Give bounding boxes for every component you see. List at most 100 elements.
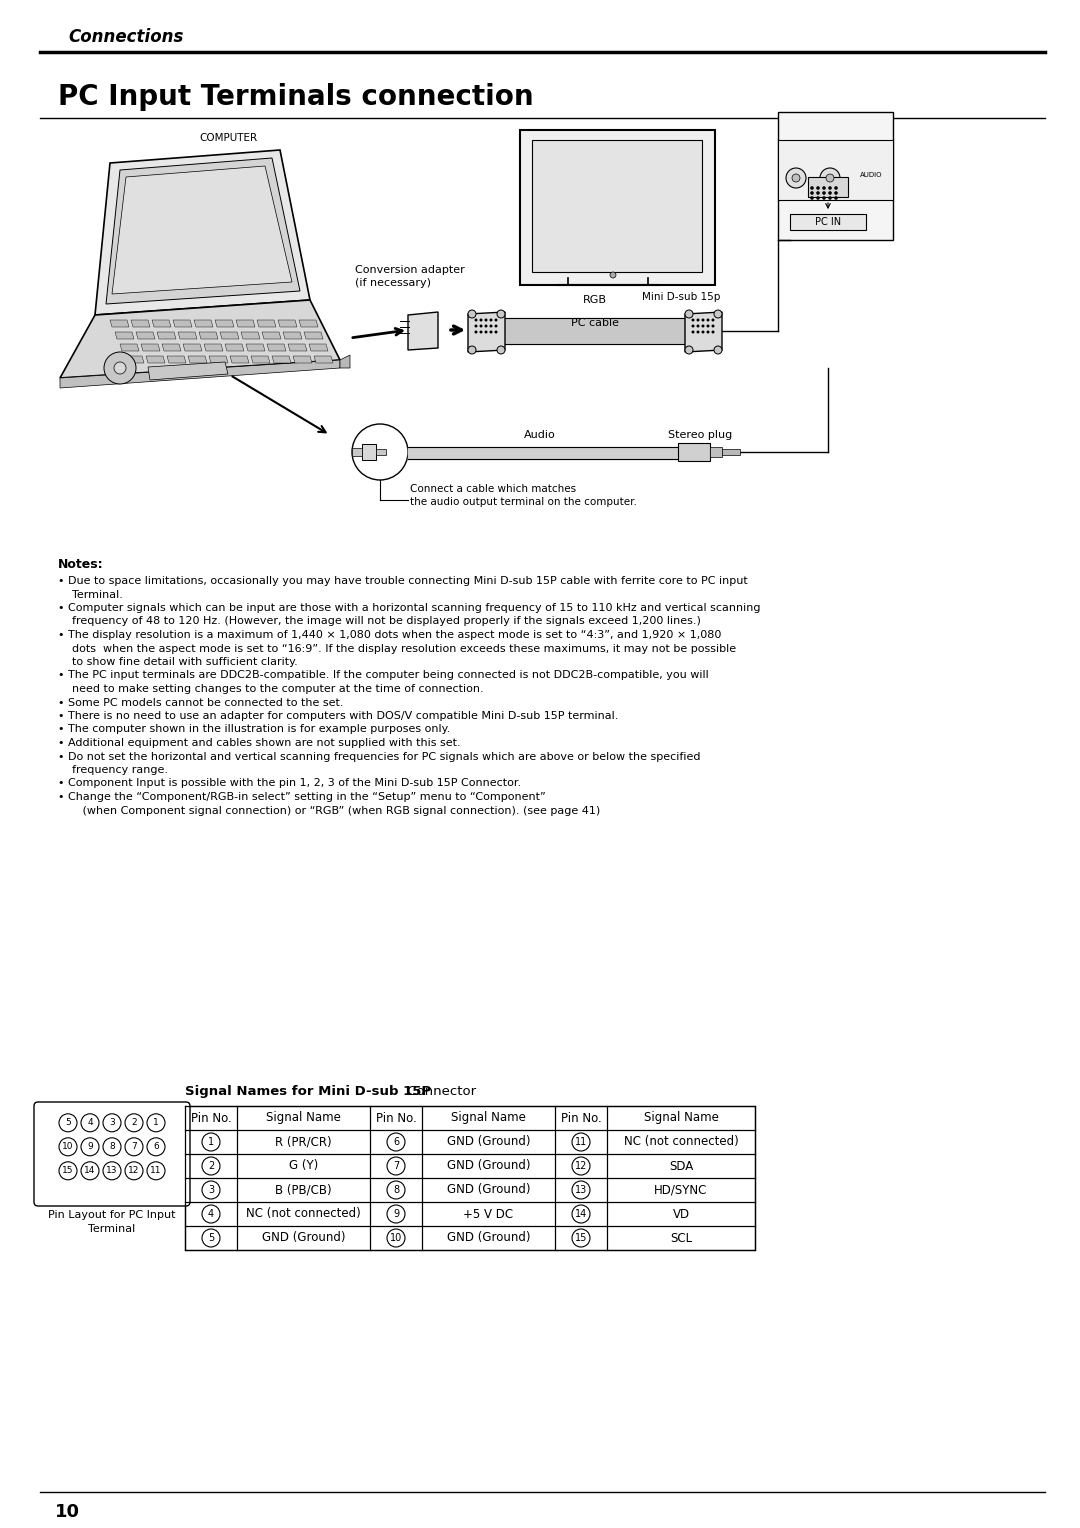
Polygon shape xyxy=(288,344,307,351)
Circle shape xyxy=(202,1181,220,1199)
Circle shape xyxy=(706,318,710,321)
Text: SCL: SCL xyxy=(670,1232,692,1244)
Bar xyxy=(519,130,715,286)
Polygon shape xyxy=(112,167,292,293)
Circle shape xyxy=(810,186,814,189)
Text: R (PR/CR): R (PR/CR) xyxy=(275,1135,332,1149)
Polygon shape xyxy=(267,344,286,351)
Text: 7: 7 xyxy=(131,1143,137,1151)
Circle shape xyxy=(572,1181,590,1199)
Circle shape xyxy=(610,272,616,278)
Circle shape xyxy=(712,318,715,321)
Text: NC (not connected): NC (not connected) xyxy=(246,1207,361,1221)
Circle shape xyxy=(697,330,700,333)
Circle shape xyxy=(59,1138,77,1155)
Text: frequency range.: frequency range. xyxy=(72,766,168,775)
Text: • Do not set the horizontal and vertical scanning frequencies for PC signals whi: • Do not set the horizontal and vertical… xyxy=(58,752,701,761)
Text: Terminal: Terminal xyxy=(89,1224,136,1235)
Text: frequency of 48 to 120 Hz. (However, the image will not be displayed properly if: frequency of 48 to 120 Hz. (However, the… xyxy=(72,616,701,626)
Circle shape xyxy=(125,1114,143,1132)
Polygon shape xyxy=(685,312,723,351)
Circle shape xyxy=(114,362,126,374)
Circle shape xyxy=(497,310,505,318)
Text: Signal Names for Mini D-sub 15P: Signal Names for Mini D-sub 15P xyxy=(185,1085,431,1099)
Text: Mini D-sub 15p: Mini D-sub 15p xyxy=(642,292,720,303)
Polygon shape xyxy=(152,319,171,327)
Circle shape xyxy=(104,351,136,384)
Circle shape xyxy=(834,191,838,194)
Polygon shape xyxy=(272,356,291,364)
Circle shape xyxy=(572,1157,590,1175)
Polygon shape xyxy=(303,332,323,339)
Polygon shape xyxy=(204,344,222,351)
Circle shape xyxy=(81,1161,99,1180)
Bar xyxy=(376,449,386,455)
Bar xyxy=(352,448,362,455)
Circle shape xyxy=(480,330,483,333)
Circle shape xyxy=(714,310,723,318)
Circle shape xyxy=(691,330,694,333)
Polygon shape xyxy=(408,312,438,350)
Text: Stereo plug: Stereo plug xyxy=(667,429,732,440)
Text: PC cable: PC cable xyxy=(571,318,619,329)
Circle shape xyxy=(822,191,826,194)
Text: Connect a cable which matches: Connect a cable which matches xyxy=(410,484,576,494)
Circle shape xyxy=(352,423,408,480)
Circle shape xyxy=(834,196,838,200)
Text: GND (Ground): GND (Ground) xyxy=(447,1160,530,1172)
Text: 13: 13 xyxy=(106,1166,118,1175)
Text: 1: 1 xyxy=(153,1118,159,1128)
Polygon shape xyxy=(148,362,228,380)
Text: GND (Ground): GND (Ground) xyxy=(447,1184,530,1196)
Circle shape xyxy=(485,330,487,333)
Text: 2: 2 xyxy=(131,1118,137,1128)
Text: 11: 11 xyxy=(575,1137,588,1148)
Text: COMPUTER: COMPUTER xyxy=(199,133,257,144)
Text: (when Component signal connection) or “RGB” (when RGB signal connection). (see p: (when Component signal connection) or “R… xyxy=(72,805,600,816)
Circle shape xyxy=(387,1157,405,1175)
Bar xyxy=(362,445,376,460)
Circle shape xyxy=(387,1132,405,1151)
Text: • The PC input terminals are DDC2B-compatible. If the computer being connected i: • The PC input terminals are DDC2B-compa… xyxy=(58,671,708,680)
Circle shape xyxy=(202,1157,220,1175)
Polygon shape xyxy=(468,312,505,351)
Circle shape xyxy=(792,174,800,182)
Circle shape xyxy=(485,324,487,327)
Polygon shape xyxy=(241,332,260,339)
Circle shape xyxy=(810,191,814,194)
Polygon shape xyxy=(173,319,192,327)
Polygon shape xyxy=(60,361,340,388)
Circle shape xyxy=(387,1229,405,1247)
Polygon shape xyxy=(110,319,129,327)
Text: Pin No.: Pin No. xyxy=(376,1111,417,1125)
Polygon shape xyxy=(230,356,249,364)
Text: 15: 15 xyxy=(575,1233,588,1242)
Text: • The display resolution is a maximum of 1,440 × 1,080 dots when the aspect mode: • The display resolution is a maximum of… xyxy=(58,630,721,640)
Circle shape xyxy=(147,1138,165,1155)
Circle shape xyxy=(103,1138,121,1155)
Circle shape xyxy=(706,324,710,327)
Text: +5 V DC: +5 V DC xyxy=(463,1207,514,1221)
Bar xyxy=(678,443,710,461)
Text: 12: 12 xyxy=(575,1161,588,1170)
Text: 2: 2 xyxy=(207,1161,214,1170)
Polygon shape xyxy=(314,356,333,364)
Circle shape xyxy=(697,318,700,321)
Polygon shape xyxy=(162,344,181,351)
Circle shape xyxy=(202,1132,220,1151)
Text: 5: 5 xyxy=(207,1233,214,1242)
Text: • Due to space limitations, occasionally you may have trouble connecting Mini D-: • Due to space limitations, occasionally… xyxy=(58,576,747,587)
Polygon shape xyxy=(262,332,281,339)
Bar xyxy=(778,112,893,240)
Circle shape xyxy=(485,318,487,321)
Polygon shape xyxy=(257,319,276,327)
Text: dots  when the aspect mode is set to “16:9”. If the display resolution exceeds t: dots when the aspect mode is set to “16:… xyxy=(72,643,737,654)
Circle shape xyxy=(202,1229,220,1247)
Circle shape xyxy=(714,345,723,354)
Circle shape xyxy=(834,186,838,189)
Text: Notes:: Notes: xyxy=(58,558,104,571)
Circle shape xyxy=(822,196,826,200)
Text: RGB: RGB xyxy=(583,295,607,306)
Text: Signal Name: Signal Name xyxy=(644,1111,718,1125)
Circle shape xyxy=(147,1114,165,1132)
